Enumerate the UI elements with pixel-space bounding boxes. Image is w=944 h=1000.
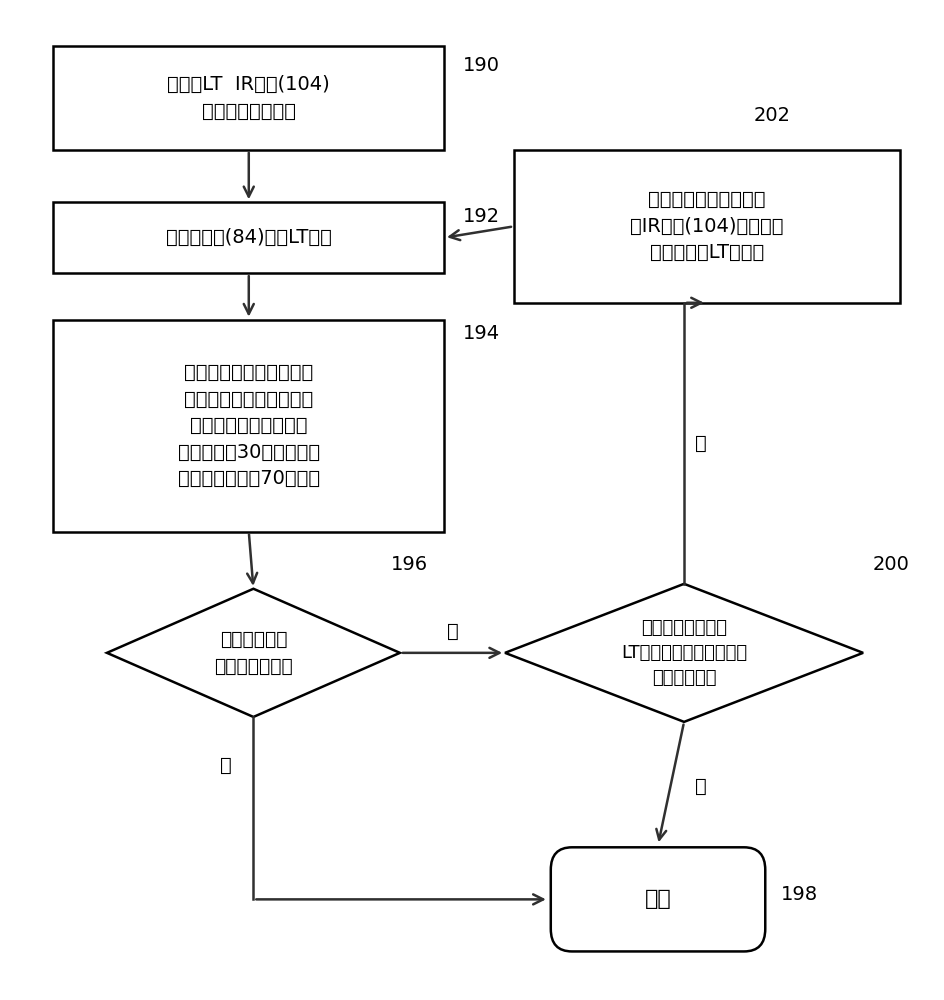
FancyBboxPatch shape [54, 320, 444, 532]
Text: 从成像装置(84)捕获LT图像: 从成像装置(84)捕获LT图像 [166, 228, 331, 247]
FancyBboxPatch shape [54, 202, 444, 273]
Text: 192: 192 [463, 207, 499, 226]
FancyBboxPatch shape [514, 150, 900, 303]
Text: 202: 202 [753, 106, 790, 125]
Text: 否: 否 [447, 622, 459, 641]
Text: 是: 是 [695, 776, 707, 795]
Text: 将图像分为三个段，并且
计算每段中的平均亮度。
利用直方图来丢弃低于
最暗点的第30百分点以及
高于最亮点的第70百分点: 将图像分为三个段，并且 计算每段中的平均亮度。 利用直方图来丢弃低于 最暗点的第… [177, 363, 320, 488]
Text: 达到迭代限定或者
LT命令水平处于最低限度
或最高限度？: 达到迭代限定或者 LT命令水平处于最低限度 或最高限度？ [621, 619, 747, 687]
Polygon shape [107, 589, 400, 717]
Text: 基于所测量亮度来确定
新IR光源(104)命令值，
并且发送给LT控制器: 基于所测量亮度来确定 新IR光源(104)命令值， 并且发送给LT控制器 [630, 190, 784, 262]
FancyBboxPatch shape [54, 46, 444, 150]
Polygon shape [505, 584, 863, 722]
Text: 190: 190 [463, 56, 499, 75]
Text: 198: 198 [782, 885, 818, 904]
Text: 完成: 完成 [645, 889, 671, 909]
Text: 194: 194 [463, 324, 499, 343]
Text: 将所有LT  IR光源(104)
设置为标称种子值: 将所有LT IR光源(104) 设置为标称种子值 [167, 75, 330, 121]
FancyBboxPatch shape [550, 847, 766, 951]
Text: 200: 200 [872, 555, 909, 574]
Text: 否: 否 [695, 434, 707, 453]
Text: 是: 是 [220, 756, 231, 775]
Text: 平均亮度水平
处于容差之内？: 平均亮度水平 处于容差之内？ [214, 630, 293, 676]
Text: 196: 196 [391, 555, 428, 574]
